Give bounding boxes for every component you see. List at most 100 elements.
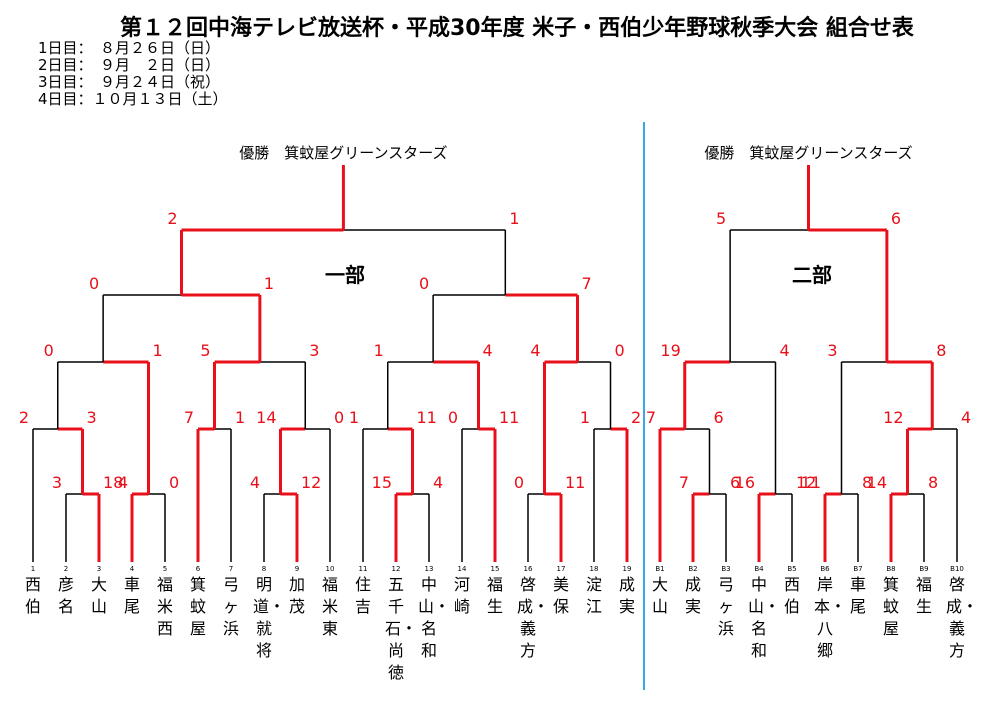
team-name: 啓成・義方 — [517, 575, 550, 660]
team-name: 車尾 — [123, 575, 140, 616]
team-number: 15 — [491, 565, 500, 573]
team-name: 福生 — [915, 575, 932, 616]
score-left: 4 — [530, 341, 540, 360]
champion-label-d1: 優勝 箕蚊屋グリーンスターズ — [239, 144, 447, 162]
score-right: 3 — [309, 341, 319, 360]
team-number: B4 — [754, 565, 764, 573]
score-right: 0 — [169, 473, 179, 492]
team-name: 中山・名和 — [748, 575, 781, 660]
score-left: 1 — [374, 341, 384, 360]
score-left: 7 — [646, 408, 656, 427]
score-left: 1 — [580, 408, 590, 427]
team-number: 8 — [262, 565, 266, 573]
team-name: 淀江 — [585, 575, 602, 616]
score-right: 6 — [730, 473, 740, 492]
team-name: 弓ヶ浜 — [222, 575, 239, 638]
score-left: 3 — [827, 341, 837, 360]
score-right: 6 — [891, 209, 901, 228]
score-left: 16 — [735, 473, 755, 492]
team-number: 6 — [196, 565, 201, 573]
score-left: 19 — [660, 341, 680, 360]
team-name: 箕蚊屋 — [882, 575, 899, 638]
score-left: 7 — [679, 473, 689, 492]
score-left: 0 — [514, 473, 524, 492]
score-right: 12 — [301, 473, 321, 492]
score-left: 14 — [867, 473, 887, 492]
champion-label-d2: 優勝 箕蚊屋グリーンスターズ — [704, 144, 912, 162]
team-number: 4 — [130, 565, 135, 573]
team-number: 7 — [229, 565, 233, 573]
team-number: 10 — [326, 565, 335, 573]
team-name: 福生 — [486, 575, 503, 616]
score-left: 5 — [200, 341, 210, 360]
score-right: 8 — [862, 473, 872, 492]
team-number: B5 — [787, 565, 796, 573]
score-left: 0 — [89, 274, 99, 293]
team-name: 西伯 — [24, 575, 41, 616]
team-name: 中山・名和 — [418, 575, 451, 660]
team-number: B6 — [820, 565, 830, 573]
score-right: 11 — [565, 473, 585, 492]
team-name: 箕蚊屋 — [189, 575, 206, 638]
score-left: 1 — [349, 408, 359, 427]
score-left: 12 — [883, 408, 903, 427]
schedule-day-1: 1日目： ８月２６日（日） — [38, 39, 221, 57]
team-number: 9 — [295, 565, 299, 573]
team-name: 住吉 — [354, 575, 371, 616]
team-number: B10 — [950, 565, 964, 573]
team-name: 彦名 — [57, 575, 74, 616]
score-right: 4 — [961, 408, 971, 427]
score-right: 8 — [928, 473, 938, 492]
score-left: 11 — [801, 473, 821, 492]
score-right: 3 — [87, 408, 97, 427]
team-number: 11 — [359, 565, 368, 573]
team-number: 18 — [590, 565, 599, 573]
score-right: 18 — [103, 473, 123, 492]
score-left: 4 — [250, 473, 260, 492]
score-left: 7 — [184, 408, 194, 427]
team-name: 岸本・八郷 — [814, 575, 847, 660]
team-number: 12 — [392, 565, 401, 573]
division-name-d1: 一部 — [325, 263, 365, 287]
team-number: 5 — [163, 565, 167, 573]
score-left: 0 — [44, 341, 54, 360]
score-right: 12 — [796, 473, 816, 492]
team-name: 車尾 — [849, 575, 866, 616]
team-number: B1 — [655, 565, 664, 573]
score-right: 4 — [433, 473, 443, 492]
score-right: 11 — [417, 408, 437, 427]
score-left: 0 — [448, 408, 458, 427]
score-left: 3 — [52, 473, 62, 492]
team-name: 成実 — [618, 575, 635, 616]
schedule-day-2: 2日目： ９月 ２日（日） — [38, 56, 221, 74]
team-name: 河崎 — [453, 575, 470, 616]
team-number: B2 — [688, 565, 697, 573]
team-number: B3 — [721, 565, 730, 573]
score-right: 1 — [153, 341, 163, 360]
team-number: 17 — [557, 565, 566, 573]
team-name: 福米西 — [156, 575, 173, 638]
team-name: 五千石・尚徳 — [385, 575, 418, 682]
team-number: 19 — [623, 565, 632, 573]
score-right: 2 — [631, 408, 641, 427]
score-left: 2 — [19, 408, 29, 427]
score-right: 0 — [334, 408, 344, 427]
team-number: 1 — [31, 565, 35, 573]
score-left: 14 — [256, 408, 276, 427]
team-number: 14 — [458, 565, 467, 573]
score-left: 15 — [372, 473, 392, 492]
score-right: 11 — [499, 408, 519, 427]
score-right: 1 — [235, 408, 245, 427]
team-number: 16 — [524, 565, 533, 573]
team-number: B9 — [919, 565, 928, 573]
team-name: 大山 — [651, 575, 668, 616]
team-name: 美保 — [552, 575, 569, 616]
team-number: 13 — [425, 565, 434, 573]
score-right: 6 — [714, 408, 724, 427]
score-right: 4 — [483, 341, 493, 360]
score-right: 8 — [936, 341, 946, 360]
score-right: 1 — [264, 274, 274, 293]
score-right: 7 — [582, 274, 592, 293]
score-left: 0 — [419, 274, 429, 293]
score-right: 0 — [615, 341, 625, 360]
